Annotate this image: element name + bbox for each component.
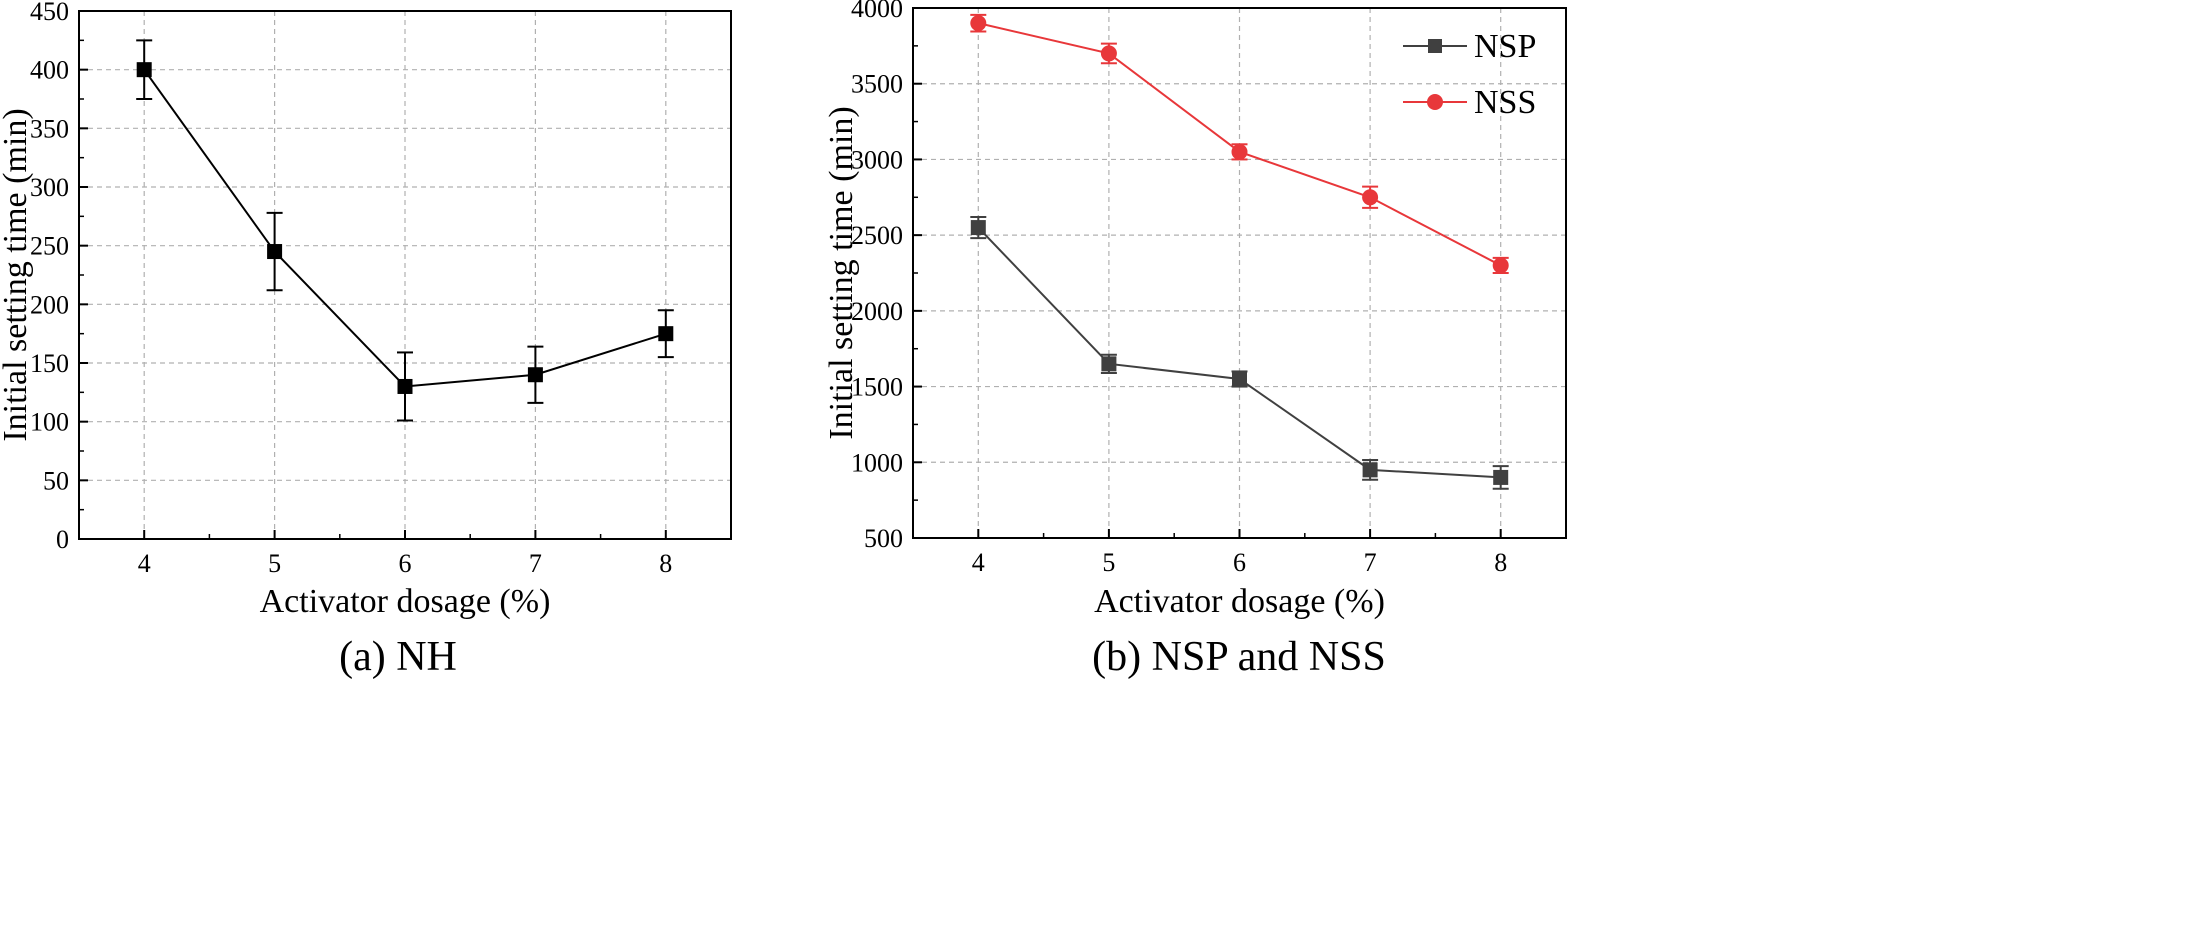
x-tick-label: 7 (1364, 548, 1377, 577)
legend-item-nsp: NSP (1403, 28, 1536, 65)
x-tick-label: 6 (1233, 548, 1246, 577)
series-nsp (970, 215, 1509, 490)
series-main (136, 39, 674, 422)
y-tick-label: 1500 (851, 373, 903, 402)
data-point (1100, 45, 1117, 62)
y-tick-label: 200 (30, 290, 69, 319)
y-tick-label: 0 (56, 525, 69, 554)
data-point (1231, 143, 1248, 160)
y-tick-label: 350 (30, 114, 69, 143)
data-point (970, 15, 987, 32)
data-point (1493, 469, 1509, 485)
x-tick-label: 5 (1102, 548, 1115, 577)
data-point (1362, 189, 1379, 206)
y-tick-label: 300 (30, 173, 69, 202)
legend: NSP NSS (1403, 28, 1536, 121)
major-ticks (79, 10, 667, 540)
chart-panel-nh: 0 50 100 150 200 250 300 350 400 450 4 5 6 7 8 Initia… (0, 0, 732, 680)
data-point (658, 326, 674, 342)
legend-label: NSS (1474, 84, 1536, 121)
x-axis-title: Activator dosage (%) (1094, 583, 1385, 620)
y-axis-title: Initial setting time (min) (823, 106, 860, 439)
data-point (267, 244, 283, 260)
x-tick-labels: 4 5 6 7 8 (138, 549, 673, 578)
series-nss (970, 13, 1509, 274)
data-point (970, 220, 986, 236)
x-tick-label: 7 (529, 549, 542, 578)
chart-panel-nsp-nss: 500 1000 1500 2000 2500 3000 3500 4000 4 5 6 7 8 NS… (823, 0, 1567, 680)
data-point (1101, 356, 1117, 372)
x-tick-label: 5 (268, 549, 281, 578)
x-tick-labels: 4 5 6 7 8 (972, 548, 1507, 577)
x-tick-label: 4 (138, 549, 151, 578)
legend-label: NSP (1474, 28, 1536, 65)
x-axis-title: Activator dosage (%) (260, 583, 551, 620)
data-series (136, 39, 674, 422)
panel-caption: (b) NSP and NSS (1092, 634, 1386, 680)
y-tick-labels: 0 50 100 150 200 250 300 350 400 450 (30, 0, 69, 554)
x-tick-label: 4 (972, 548, 985, 577)
data-point (1232, 371, 1247, 387)
y-tick-label: 4000 (851, 0, 903, 23)
data-point (136, 62, 152, 78)
legend-marker (1428, 39, 1442, 53)
data-point (527, 367, 543, 383)
y-tick-label: 400 (30, 56, 69, 85)
y-tick-label: 3000 (851, 145, 903, 174)
y-axis-title: Initial setting time (min) (0, 108, 34, 441)
plot-frame (912, 7, 1567, 539)
y-tick-label: 100 (30, 408, 69, 437)
y-tick-label: 2500 (851, 221, 903, 250)
panel-caption: (a) NH (339, 634, 457, 680)
grid-lines (79, 11, 731, 539)
y-tick-label: 500 (864, 524, 903, 553)
data-series (970, 13, 1509, 490)
major-ticks (913, 7, 1502, 539)
y-tick-labels: 500 1000 1500 2000 2500 3000 3500 4000 (851, 0, 903, 553)
legend-item-nss: NSS (1403, 84, 1536, 121)
x-tick-label: 8 (1494, 548, 1507, 577)
y-tick-label: 450 (30, 0, 69, 26)
data-point (1492, 257, 1509, 274)
grid-lines (913, 8, 1566, 538)
y-tick-label: 2000 (851, 297, 903, 326)
data-point (1362, 462, 1378, 478)
plot-frame (78, 10, 732, 540)
x-tick-label: 8 (659, 549, 672, 578)
legend-marker (1427, 94, 1443, 110)
data-point (397, 378, 413, 394)
y-tick-label: 3500 (851, 70, 903, 99)
x-tick-label: 6 (399, 549, 412, 578)
y-tick-label: 1000 (851, 448, 903, 477)
y-tick-label: 150 (30, 349, 69, 378)
y-tick-label: 50 (43, 466, 69, 495)
y-tick-label: 250 (30, 232, 69, 261)
